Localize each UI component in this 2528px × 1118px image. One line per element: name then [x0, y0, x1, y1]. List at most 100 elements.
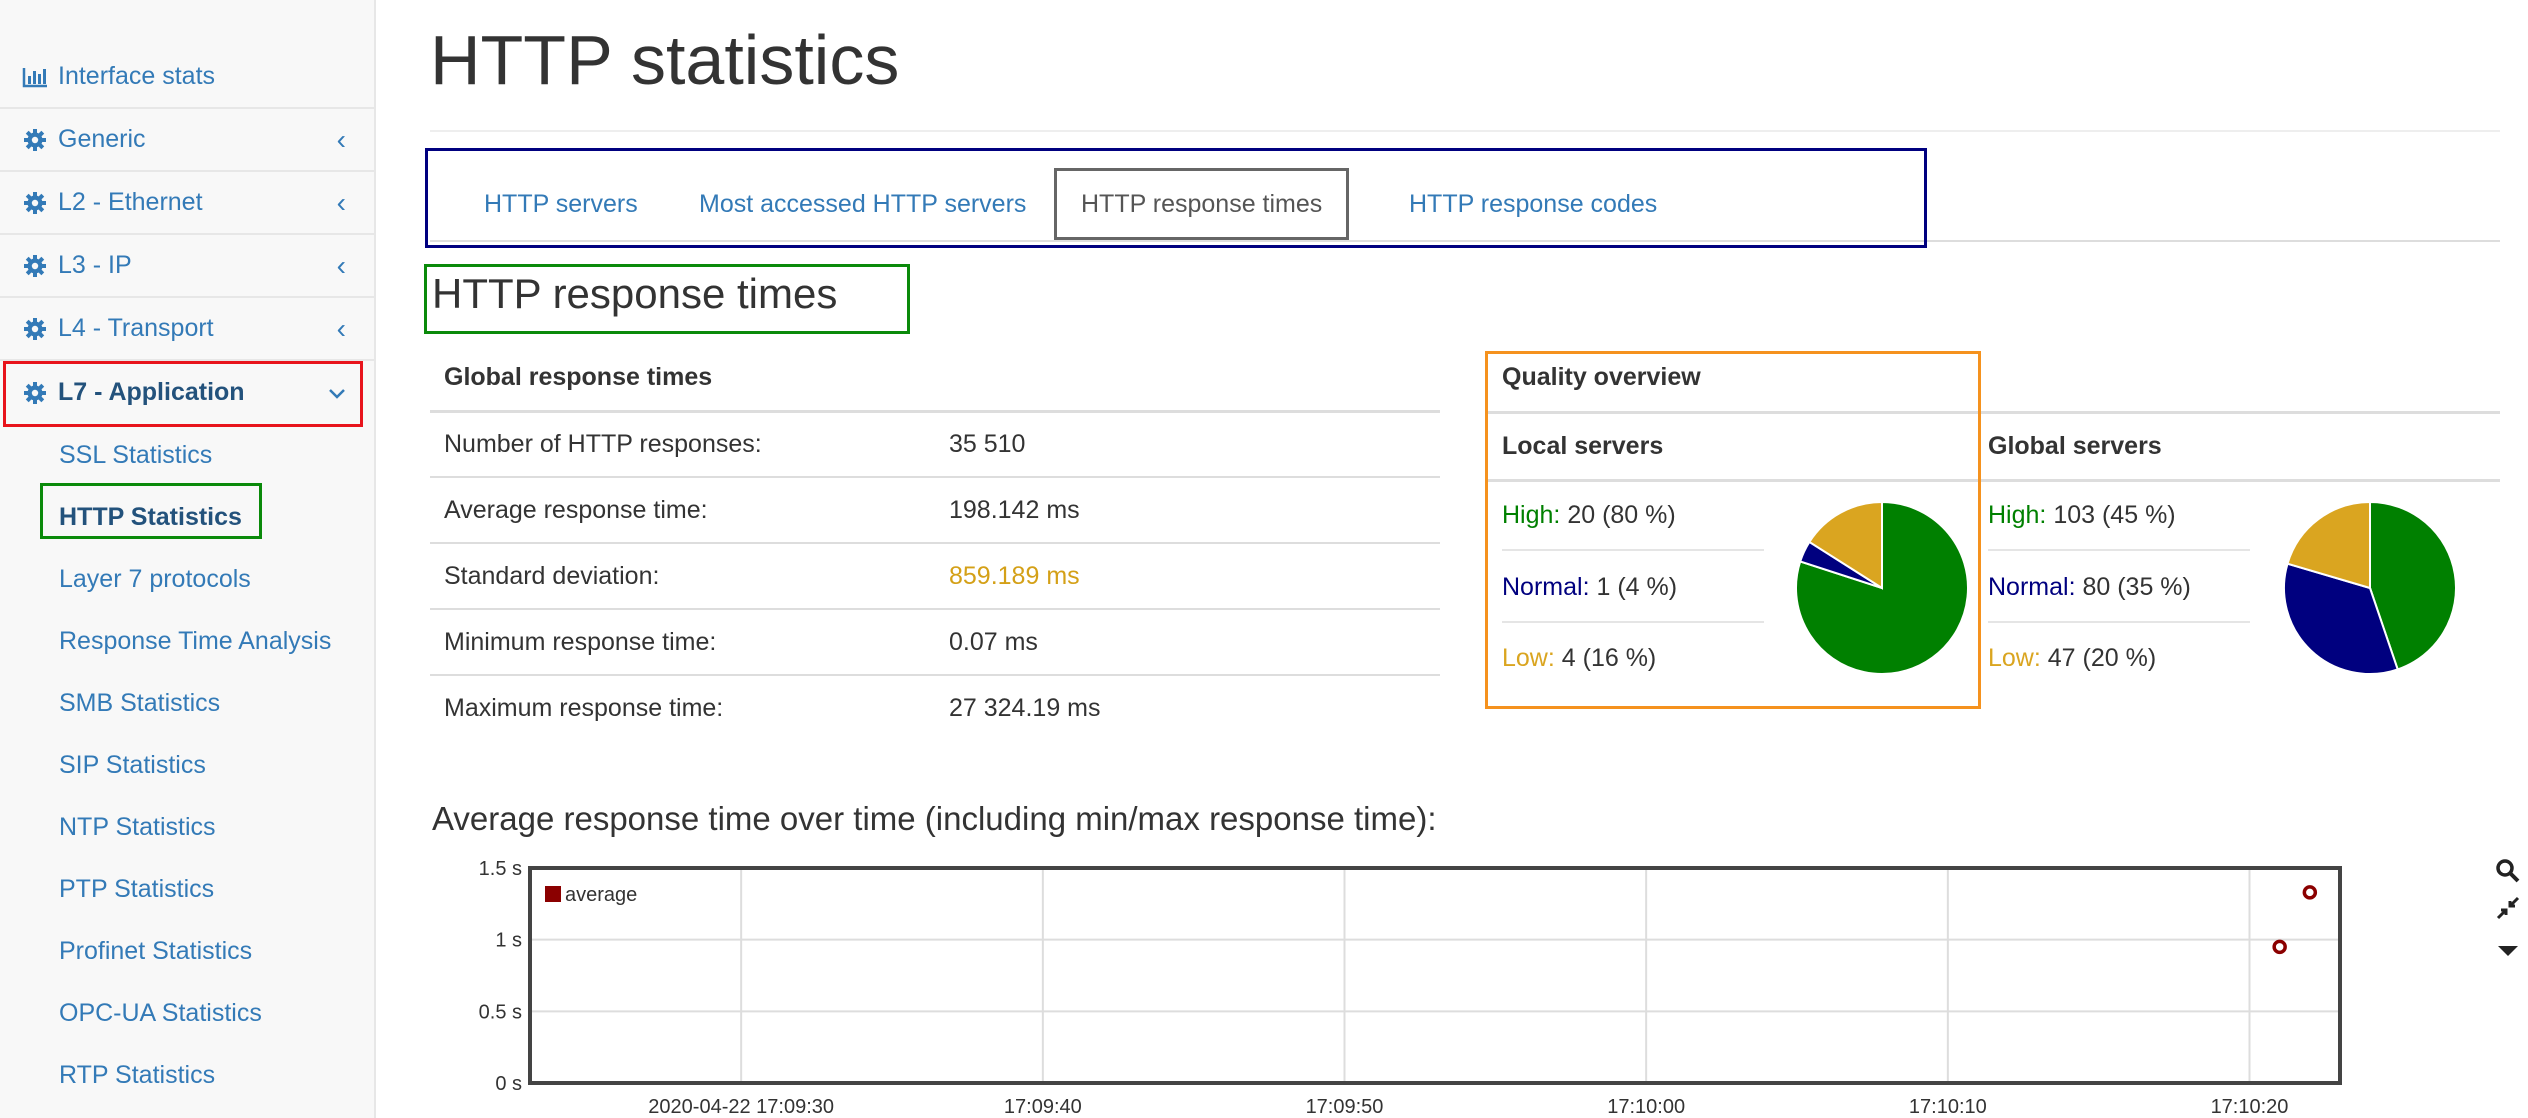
title-divider	[430, 130, 2500, 132]
normal-value: 80 (35 %)	[2082, 572, 2191, 601]
sidebar-item-l3-ip[interactable]: L3 - IP ‹	[0, 235, 374, 298]
local-servers-pie	[1795, 500, 1969, 675]
global-low-row: Low: 47 (20 %)	[1988, 623, 2250, 693]
y-tick-label: 1 s	[495, 930, 522, 952]
sidebar-subitem-response-time-analysis[interactable]: Response Time Analysis	[59, 626, 332, 655]
caret-down-icon[interactable]	[2495, 935, 2521, 967]
page-title: HTTP statistics	[430, 21, 900, 99]
y-tick-label: 0 s	[495, 1073, 522, 1095]
row-label: Maximum response time:	[444, 694, 724, 722]
sidebar-subitem-rtp-statistics[interactable]: RTP Statistics	[59, 1060, 216, 1089]
sidebar-item-label: Interface stats	[58, 62, 216, 90]
high-label: High:	[1502, 500, 1561, 529]
tab-http-response-codes[interactable]: HTTP response codes	[1409, 189, 1658, 218]
local-servers-title: Local servers	[1502, 432, 1664, 460]
sidebar-item-l2-ethernet[interactable]: L2 - Ethernet ‹	[0, 172, 374, 235]
x-tick-label: 17:10:10	[1909, 1096, 1987, 1118]
pie-slice-low	[2286, 500, 2371, 590]
sidebar-subitem-ntp-statistics[interactable]: NTP Statistics	[59, 812, 216, 841]
sidebar: Interface stats Generic ‹ L2 - Ethernet …	[0, 0, 376, 1118]
row-value: 859.189 ms	[935, 543, 1440, 610]
sidebar-subitem-profinet-statistics[interactable]: Profinet Statistics	[59, 936, 253, 965]
pie-slice-normal	[2283, 562, 2399, 675]
highlight-section-title	[424, 264, 910, 334]
highlight-l7-application	[3, 361, 363, 427]
response-time-chart[interactable]: 0 s 0.5 s 1 s 1.5 s 2020-04-22 17:09:30 17:09…	[430, 855, 2430, 1118]
plot-frame	[528, 866, 2342, 1085]
row-value: 27 324.19 ms	[949, 694, 1101, 722]
sidebar-subitem-ssl-statistics[interactable]: SSL Statistics	[59, 440, 213, 469]
tab-http-servers[interactable]: HTTP servers	[484, 189, 638, 218]
pie-slice-low	[1808, 500, 1883, 590]
plot-area	[528, 866, 2342, 1085]
normal-label: Normal:	[1502, 572, 1590, 601]
table-row: Minimum response time: 0.07 ms	[430, 609, 1440, 676]
chevron-left-icon: ‹	[336, 123, 346, 155]
chevron-left-icon: ‹	[336, 186, 346, 218]
normal-value: 1 (4 %)	[1596, 572, 1678, 601]
data-point[interactable]	[2302, 885, 2318, 900]
sidebar-item-label: L2 - Ethernet	[58, 188, 203, 216]
chevron-down-icon	[328, 380, 346, 406]
x-tick-label: 17:09:50	[1306, 1096, 1384, 1118]
sidebar-item-l4-transport[interactable]: L4 - Transport ‹	[0, 298, 374, 361]
tab-most-accessed-http-servers[interactable]: Most accessed HTTP servers	[699, 189, 1027, 218]
sidebar-item-label: L4 - Transport	[58, 314, 214, 342]
row-value: 198.142 ms	[935, 477, 1440, 544]
row-label: Minimum response time:	[430, 609, 935, 676]
gear-icon	[20, 251, 50, 281]
x-tick-label: 17:10:00	[1607, 1096, 1685, 1118]
pie-slice-high	[2369, 500, 2457, 671]
legend-swatch	[545, 886, 561, 902]
row-value: 0.07 ms	[935, 609, 1440, 676]
global-servers-pie	[2283, 500, 2457, 675]
data-point[interactable]	[2272, 939, 2287, 955]
servers-title-divider	[1488, 479, 2500, 482]
quality-header-divider	[1488, 411, 2500, 414]
normal-label: Normal:	[1988, 572, 2076, 601]
global-normal-row: Normal: 80 (35 %)	[1988, 553, 2250, 623]
highlight-quality-overview	[1485, 351, 1981, 709]
gear-icon	[20, 378, 50, 408]
local-high-row: High: 20 (80 %)	[1502, 481, 1764, 551]
tab-http-response-times[interactable]: HTTP response times	[1054, 168, 1350, 240]
chevron-left-icon: ‹	[336, 312, 346, 344]
legend-label: average	[565, 884, 637, 906]
sidebar-subitem-smb-statistics[interactable]: SMB Statistics	[59, 688, 221, 717]
global-response-table: Global response times Number of HTTP res…	[430, 345, 1440, 741]
low-value: 47 (20 %)	[2047, 643, 2157, 672]
gear-icon	[20, 314, 50, 344]
x-tick-label: 17:10:20	[2211, 1096, 2289, 1118]
sidebar-menu: Interface stats Generic ‹ L2 - Ethernet …	[0, 0, 374, 424]
chevron-left-icon: ‹	[336, 249, 346, 281]
sidebar-subitem-ptp-statistics[interactable]: PTP Statistics	[59, 874, 215, 903]
table-header-row: Global response times	[430, 345, 1440, 413]
y-tick-label: 1.5 s	[479, 858, 522, 880]
local-normal-row: Normal: 1 (4 %)	[1502, 553, 1764, 623]
table-row: Maximum response time: 27 324.19 ms	[430, 675, 1440, 741]
low-value: 4 (16 %)	[1561, 643, 1657, 672]
sidebar-subitem-layer7-protocols[interactable]: Layer 7 protocols	[59, 564, 251, 593]
l7-submenu: SSL Statistics HTTP Statistics Layer 7 p…	[0, 424, 374, 1106]
gear-icon	[20, 188, 50, 218]
sidebar-item-l7-application[interactable]: L7 - Application	[0, 361, 374, 424]
low-label: Low:	[1988, 643, 2041, 672]
sidebar-subitem-http-statistics[interactable]: HTTP Statistics	[59, 502, 242, 531]
sidebar-subitem-opcua-statistics[interactable]: OPC-UA Statistics	[59, 998, 262, 1027]
table-row: Number of HTTP responses: 35 510	[430, 411, 1440, 478]
table-row: Standard deviation: 859.189 ms	[430, 543, 1440, 610]
x-tick-label: 17:09:40	[1004, 1096, 1082, 1118]
sidebar-item-label: L7 - Application	[58, 378, 245, 406]
sidebar-subitem-sip-statistics[interactable]: SIP Statistics	[59, 750, 206, 779]
compress-icon[interactable]	[2495, 895, 2521, 928]
row-label: Number of HTTP responses:	[430, 411, 935, 478]
search-icon[interactable]	[2495, 858, 2521, 891]
sidebar-item-label: Generic	[58, 125, 146, 153]
sidebar-item-generic[interactable]: Generic ‹	[0, 109, 374, 172]
row-label: Average response time:	[430, 477, 935, 544]
sidebar-item-label: L3 - IP	[58, 251, 132, 279]
local-low-row: Low: 4 (16 %)	[1502, 623, 1764, 693]
sidebar-item-interface-stats[interactable]: Interface stats	[0, 46, 374, 109]
table-row: Average response time: 198.142 ms	[430, 477, 1440, 544]
section-title: HTTP response times	[432, 270, 838, 317]
